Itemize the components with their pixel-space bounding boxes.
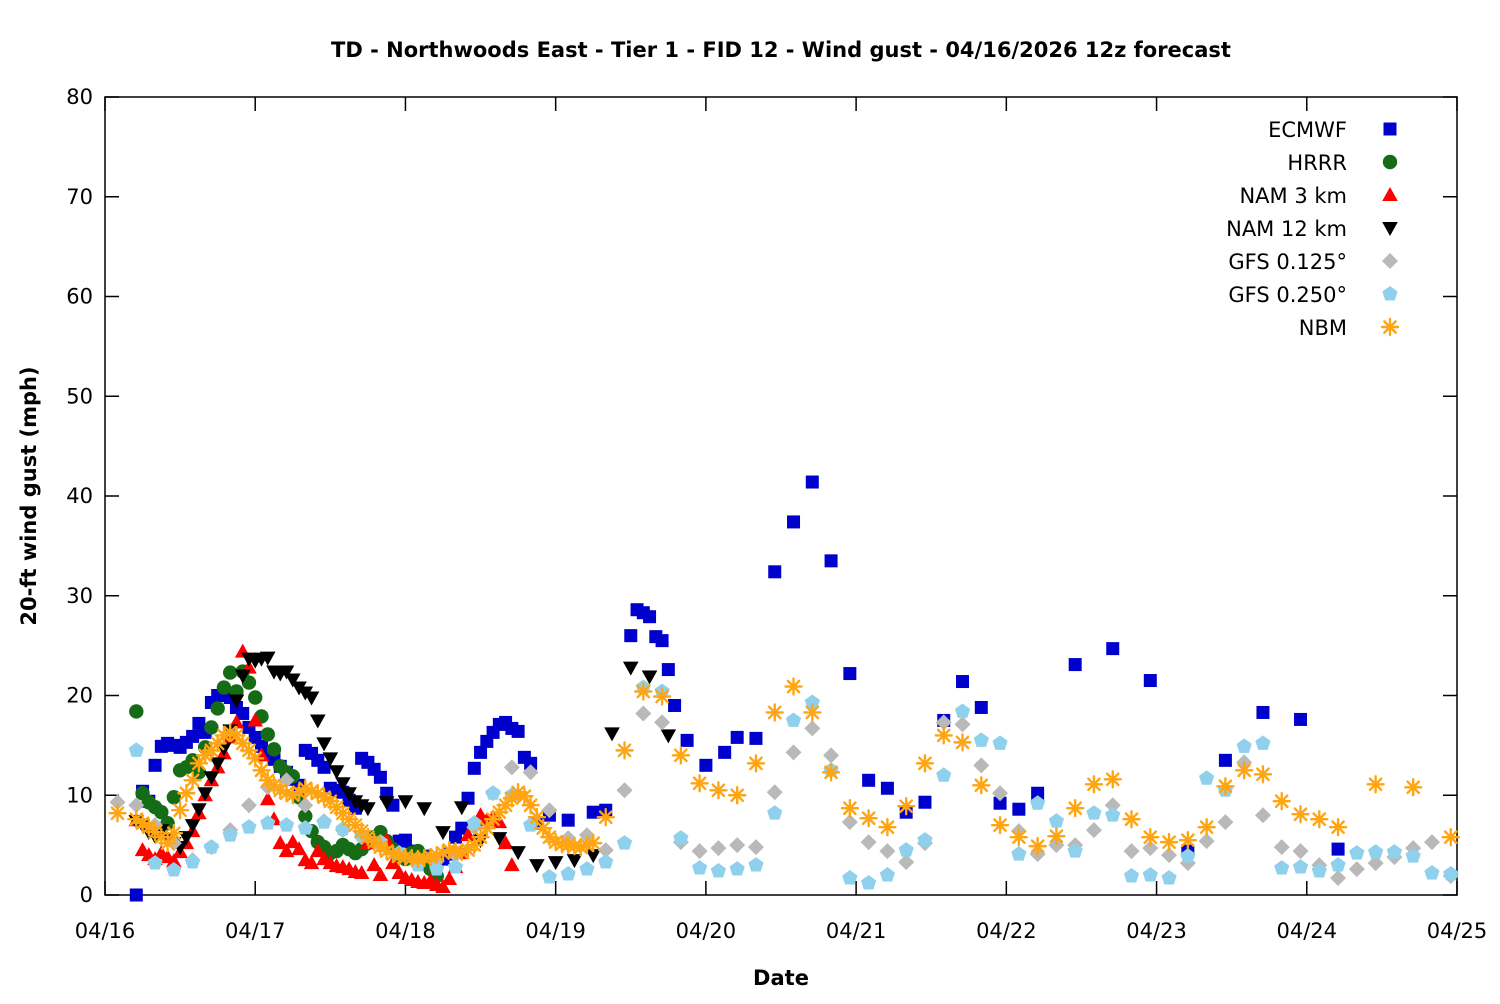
- y-tick-label: 20: [66, 684, 93, 708]
- x-tick-label: 04/23: [1126, 919, 1187, 943]
- legend-item-gfs-0-250: GFS 0.250°: [1228, 283, 1398, 307]
- x-axis-label: Date: [753, 966, 809, 990]
- x-tick-label: 04/24: [1277, 919, 1338, 943]
- y-tick-label: 40: [66, 484, 93, 508]
- axes: 0 10 20 30 40 50 60 70 80 04/16 04/17 04/18 04/19 04/…: [66, 85, 1487, 943]
- x-tick-label: 04/21: [826, 919, 887, 943]
- y-tick-label: 0: [80, 883, 93, 907]
- y-tick-label: 80: [66, 85, 93, 109]
- y-tick-label: 50: [66, 384, 93, 408]
- legend-marker-nam-3-km: [1382, 187, 1398, 201]
- legend-item-nam-12-km: NAM 12 km: [1226, 217, 1398, 241]
- x-tick-label: 04/18: [375, 919, 436, 943]
- x-tick-label: 04/17: [225, 919, 286, 943]
- legend-label: NAM 3 km: [1239, 184, 1347, 208]
- legend-item-gfs-0-125: GFS 0.125°: [1228, 250, 1398, 274]
- legend-label: NAM 12 km: [1226, 217, 1347, 241]
- legend-item-nam-3-km: NAM 3 km: [1239, 184, 1398, 208]
- legend-item-nbm: NBM: [1299, 316, 1400, 340]
- legend-item-ecmwf: ECMWF: [1268, 118, 1397, 142]
- y-tick-label: 10: [66, 783, 93, 807]
- legend: ECMWF HRRR NAM 3 km NAM 12 km GFS 0.125° GFS …: [1226, 118, 1400, 340]
- legend-label: NBM: [1299, 316, 1347, 340]
- x-tick-label: 04/22: [976, 919, 1037, 943]
- legend-marker-ecmwf: [1383, 122, 1397, 136]
- x-tick-label: 04/16: [75, 919, 136, 943]
- legend-marker-nam-12-km: [1382, 222, 1398, 236]
- series-gfs-0-250: [128, 679, 1459, 890]
- legend-marker-gfs-0-250: [1382, 286, 1398, 301]
- legend-marker-hrrr: [1382, 154, 1398, 170]
- legend-marker-gfs-0-125: [1382, 253, 1398, 269]
- y-tick-label: 70: [66, 185, 93, 209]
- series-nbm: [108, 677, 1460, 869]
- x-tick-label: 04/19: [525, 919, 586, 943]
- x-tick-label: 04/20: [676, 919, 737, 943]
- x-tick-label: 04/25: [1427, 919, 1488, 943]
- y-tick-label: 30: [66, 584, 93, 608]
- legend-marker-nbm: [1380, 317, 1400, 337]
- legend-label: ECMWF: [1268, 118, 1347, 142]
- legend-label: GFS 0.250°: [1228, 283, 1347, 307]
- legend-label: HRRR: [1287, 151, 1347, 175]
- y-tick-label: 60: [66, 285, 93, 309]
- y-axis-label: 20-ft wind gust (mph): [17, 366, 41, 625]
- chart-title: TD - Northwoods East - Tier 1 - FID 12 -…: [331, 38, 1231, 62]
- legend-item-hrrr: HRRR: [1287, 151, 1398, 175]
- legend-label: GFS 0.125°: [1228, 250, 1347, 274]
